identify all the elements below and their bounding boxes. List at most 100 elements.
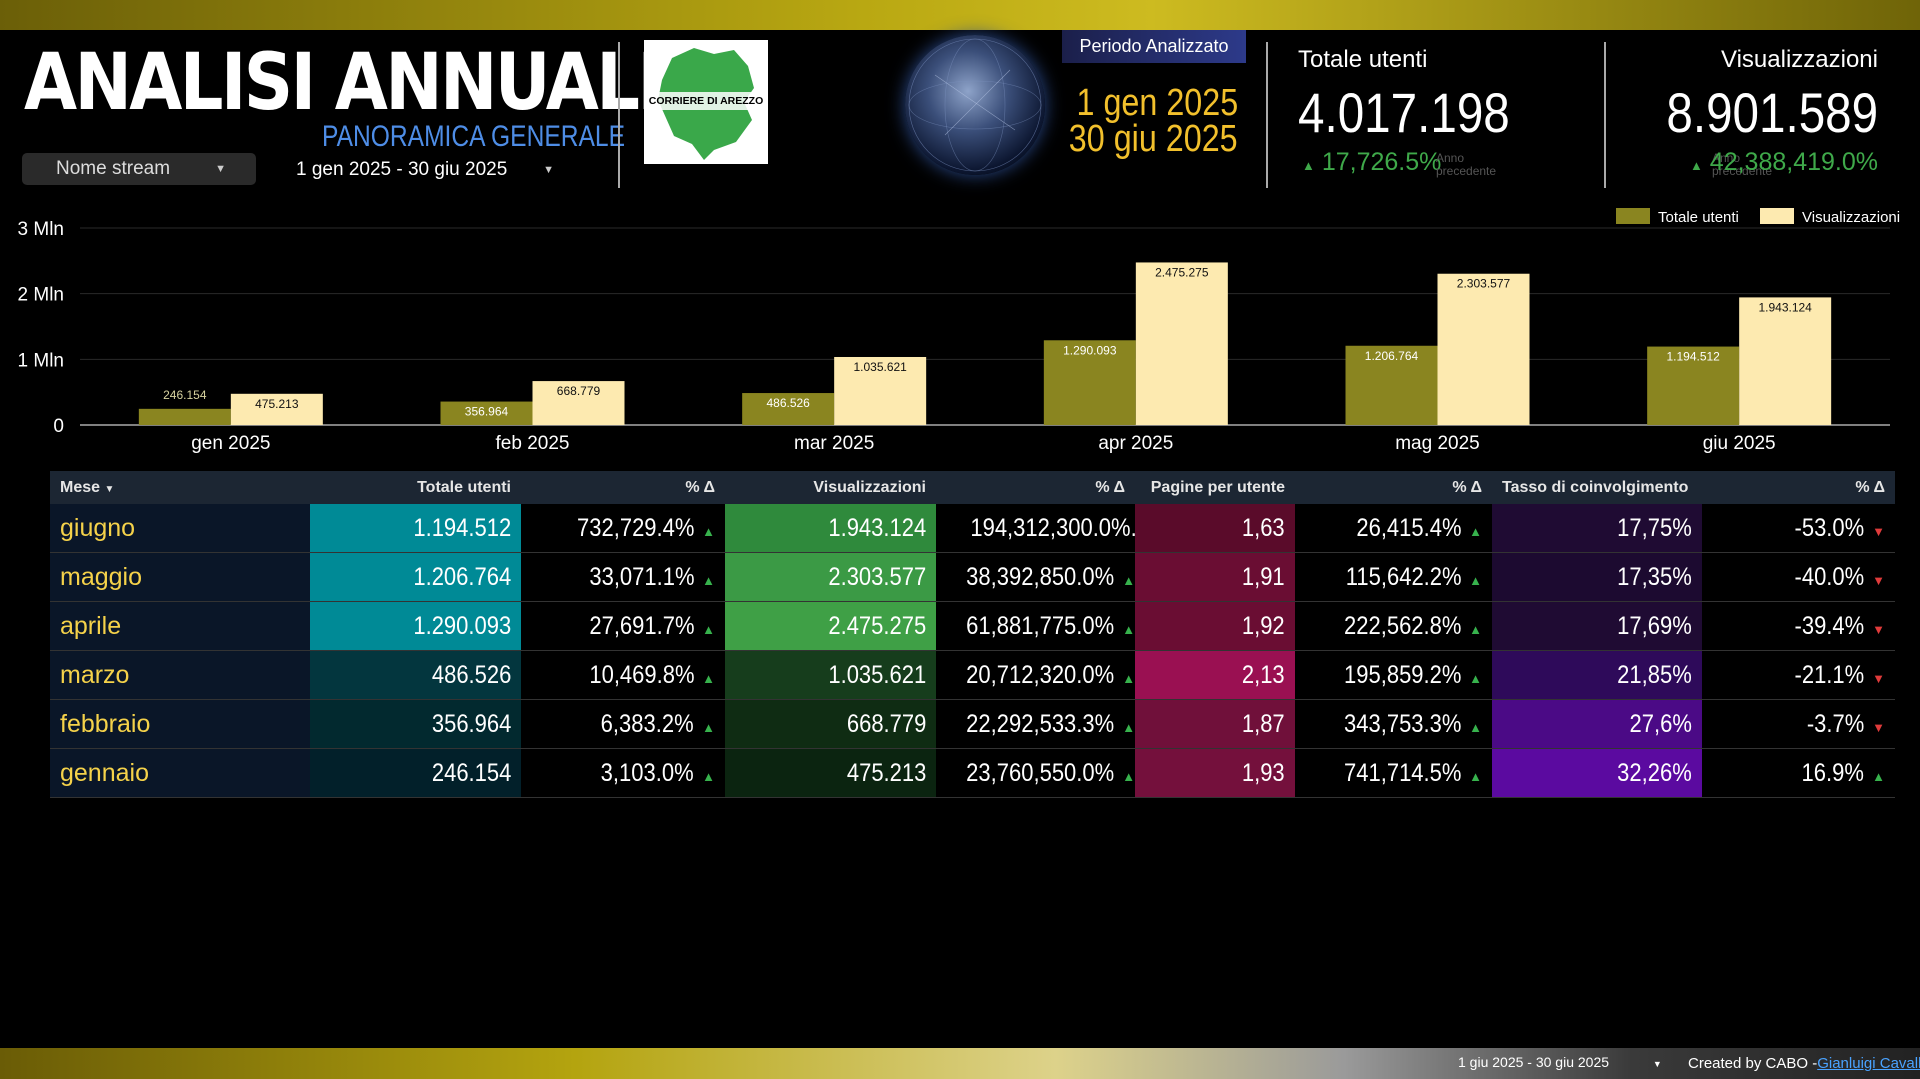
legend-swatch <box>1760 208 1794 224</box>
cell-delta: 195,859.2% ▲ <box>1343 661 1482 689</box>
column-header[interactable]: Visualizzazioni <box>813 479 926 496</box>
cell-utenti: 1.194.512 <box>310 504 521 552</box>
divider <box>1604 42 1606 188</box>
cell-delta: 732,729.4% ▲ <box>576 514 715 542</box>
cell-pagine: 2,13 <box>1135 651 1295 699</box>
column-header[interactable]: Tasso di coinvolgimento <box>1502 479 1689 496</box>
cell-pagine: 1,91 <box>1135 553 1295 601</box>
cell-delta: 3,103.0% ▲ <box>601 759 715 787</box>
arrow-up-icon: ▲ <box>1122 622 1135 637</box>
arrow-down-icon: ▼ <box>1872 671 1885 686</box>
cell-utenti: 486.526 <box>310 651 521 699</box>
page-subtitle: PANORAMICA GENERALE <box>322 120 626 153</box>
cell-delta: 27,691.7% ▲ <box>588 612 715 640</box>
cell-visualizzazioni: 1.943.124 <box>725 504 936 552</box>
arrow-up-icon: ▲ <box>702 524 715 539</box>
x-tick-label: apr 2025 <box>1098 433 1173 454</box>
bar <box>532 381 625 425</box>
footer-date-select[interactable]: 1 giu 2025 - 30 giu 2025 ▼ <box>1458 1054 1662 1070</box>
bar-chart: 0 1 Mln 2 Mln 3 Mln 246.154 475.213 gen 2025 35… <box>18 208 1900 454</box>
data-label: 1.943.124 <box>1758 300 1812 314</box>
data-label: 1.290.093 <box>1063 343 1117 357</box>
arrow-up-icon: ▲ <box>1689 158 1703 173</box>
bar <box>138 408 231 425</box>
cell-delta: -53.0% ▼ <box>1794 514 1885 542</box>
cell-visualizzazioni: 475.213 <box>725 749 936 797</box>
cell-utenti: 1.206.764 <box>310 553 521 601</box>
stream-select[interactable]: Nome stream ▼ <box>22 153 256 185</box>
bar <box>742 393 835 425</box>
arrow-up-icon: ▲ <box>702 720 715 735</box>
date-range-label: 1 gen 2025 - 30 giu 2025 <box>296 159 508 180</box>
column-header[interactable]: % Δ <box>685 479 715 496</box>
arrow-up-icon: ▲ <box>1469 720 1482 735</box>
data-label: 486.526 <box>766 396 810 410</box>
author-link[interactable]: Gianluigi Cavallo <box>1817 1055 1920 1072</box>
arrow-down-icon: ▼ <box>1872 573 1885 588</box>
cell-visualizzazioni: 668.779 <box>725 700 936 748</box>
column-header[interactable]: % Δ <box>1855 479 1885 496</box>
kpi-views-value: 8.901.589 <box>1666 81 1878 144</box>
x-tick-label: gen 2025 <box>191 433 270 454</box>
legend-label: Totale utenti <box>1658 209 1739 226</box>
arrow-up-icon: ▲ <box>1469 671 1482 686</box>
cell-pagine: 1,93 <box>1135 749 1295 797</box>
y-tick-label: 1 Mln <box>18 350 64 371</box>
logo-text: CORRIERE DI AREZZO <box>648 95 764 107</box>
divider <box>1266 42 1268 188</box>
cell-pagine: 1,92 <box>1135 602 1295 650</box>
data-label: 1.194.512 <box>1666 350 1720 364</box>
x-tick-label: mag 2025 <box>1395 433 1480 454</box>
cell-delta: 22,292,533.3% ▲ <box>966 710 1135 738</box>
column-header[interactable]: Pagine per utente <box>1150 479 1285 496</box>
cell-delta: 26,415.4% ▲ <box>1355 514 1482 542</box>
data-label: 2.303.577 <box>1457 277 1511 291</box>
cell-delta: 23,760,550.0% ▲ <box>966 759 1135 787</box>
arrow-up-icon: ▲ <box>1122 720 1135 735</box>
column-header[interactable]: % Δ <box>1452 479 1482 496</box>
cell-delta: 38,392,850.0% ▲ <box>966 563 1135 591</box>
cell-delta: 343,753.3% ▲ <box>1343 710 1482 738</box>
period-end: 30 giu 2025 <box>1069 118 1238 160</box>
bottom-accent-bar <box>0 1048 1920 1079</box>
kpi-views-delta: ▲ 42,388,419.0% <box>1690 148 1878 177</box>
column-header-label: Mese <box>60 479 101 496</box>
cell-mese: marzo <box>50 651 310 699</box>
column-header[interactable]: % Δ <box>1095 479 1125 496</box>
footer-credit: Created by CABO -Gianluigi Cavallo <box>1688 1055 1920 1072</box>
kpi-users-sub: Anno precedente <box>1436 151 1497 178</box>
table-row: marzo 486.526 10,469.8% ▲ 1.035.621 20,712,32… <box>50 651 1895 700</box>
bar <box>1043 340 1136 425</box>
arrow-up-icon: ▲ <box>1469 524 1482 539</box>
kpi-users-delta-value: 17,726.5% <box>1321 148 1442 176</box>
legend-swatch <box>1616 208 1650 224</box>
cell-visualizzazioni: 2.475.275 <box>725 602 936 650</box>
column-header-mese[interactable]: Mese ▼ <box>50 471 310 504</box>
cell-delta: 33,071.1% ▲ <box>588 563 715 591</box>
date-range-select[interactable]: 1 gen 2025 - 30 giu 2025 ▼ <box>296 157 560 183</box>
x-tick-label: feb 2025 <box>496 433 570 454</box>
cell-delta: 61,881,775.0% ▲ <box>966 612 1135 640</box>
kpi-users-delta: ▲ 17,726.5% <box>1302 148 1441 177</box>
cell-mese: febbraio <box>50 700 310 748</box>
cell-delta: -21.1% ▼ <box>1794 661 1885 689</box>
kpi-views-sub: Anno precedente <box>1712 151 1773 178</box>
table-header: Mese ▼ Totale utenti % Δ Visualizzazioni… <box>50 471 1895 504</box>
footer-date-label: 1 giu 2025 - 30 giu 2025 <box>1458 1054 1610 1070</box>
cell-delta: 222,562.8% ▲ <box>1343 612 1482 640</box>
cell-utenti: 1.290.093 <box>310 602 521 650</box>
arrow-up-icon: ▲ <box>1469 769 1482 784</box>
table-row: giugno 1.194.512 732,729.4% ▲ 1.943.124 194,3… <box>50 504 1895 553</box>
stream-select-label: Nome stream <box>56 158 171 179</box>
page-title: ANALISI ANNUALE <box>24 38 684 128</box>
kpi-users-value: 4.017.198 <box>1298 81 1510 144</box>
table-body: giugno 1.194.512 732,729.4% ▲ 1.943.124 194,3… <box>50 504 1895 798</box>
cell-delta: 741,714.5% ▲ <box>1343 759 1482 787</box>
period-start: 1 gen 2025 <box>1076 82 1238 124</box>
cell-delta: 115,642.2% ▲ <box>1345 563 1482 591</box>
column-header[interactable]: Totale utenti <box>417 479 511 496</box>
cell-delta: 194,312,300.0%...▲ <box>970 514 1135 542</box>
bar <box>230 393 323 425</box>
table-row: aprile 1.290.093 27,691.7% ▲ 2.475.275 61,881… <box>50 602 1895 651</box>
arrow-up-icon: ▲ <box>1122 671 1135 686</box>
